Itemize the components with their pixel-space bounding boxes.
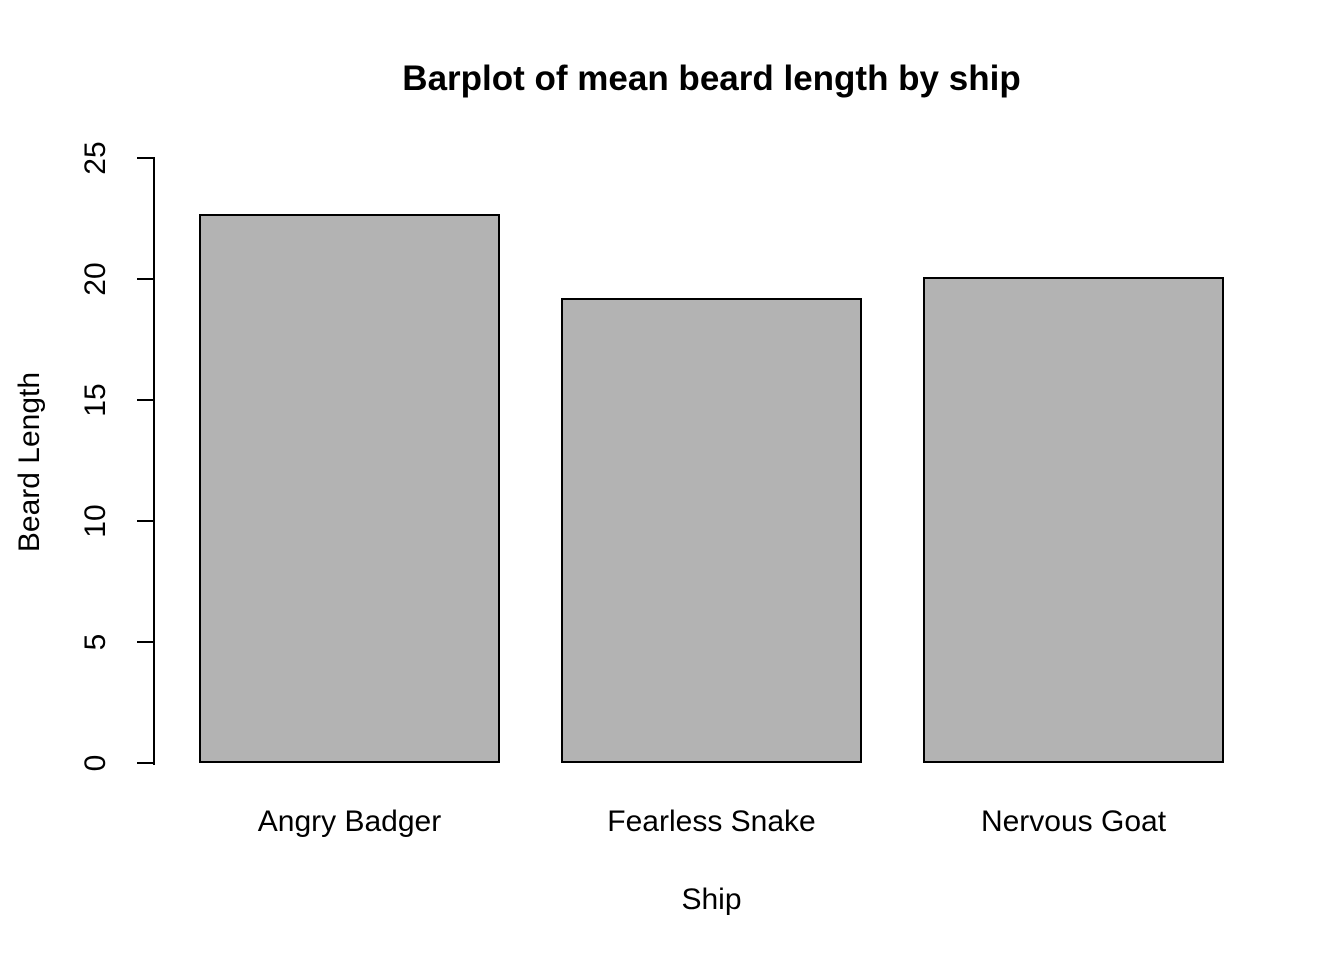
y-axis-label: Beard Length	[13, 371, 46, 553]
bar-nervous-goat	[923, 276, 1224, 763]
bar-fearless-snake	[561, 298, 862, 763]
y-tick-label-20: 20	[79, 262, 112, 296]
y-tick-label-0: 0	[79, 754, 112, 772]
chart-title: Barplot of mean beard length by ship	[402, 59, 1021, 98]
y-tick-label-25: 25	[79, 141, 112, 175]
y-tick-label-5: 5	[79, 633, 112, 651]
y-tick-10	[137, 520, 155, 522]
y-tick-25	[137, 157, 155, 159]
y-axis-line	[153, 157, 155, 765]
x-axis-label: Ship	[681, 883, 742, 916]
y-tick-5	[137, 641, 155, 643]
category-label-fearless-snake: Fearless Snake	[607, 805, 816, 838]
category-label-angry-badger: Angry Badger	[257, 805, 442, 838]
bar-angry-badger	[199, 213, 500, 763]
y-tick-label-15: 15	[79, 383, 112, 417]
y-tick-0	[137, 762, 155, 764]
y-tick-label-10: 10	[79, 504, 112, 538]
y-tick-20	[137, 278, 155, 280]
y-tick-15	[137, 399, 155, 401]
category-label-nervous-goat: Nervous Goat	[980, 805, 1167, 838]
